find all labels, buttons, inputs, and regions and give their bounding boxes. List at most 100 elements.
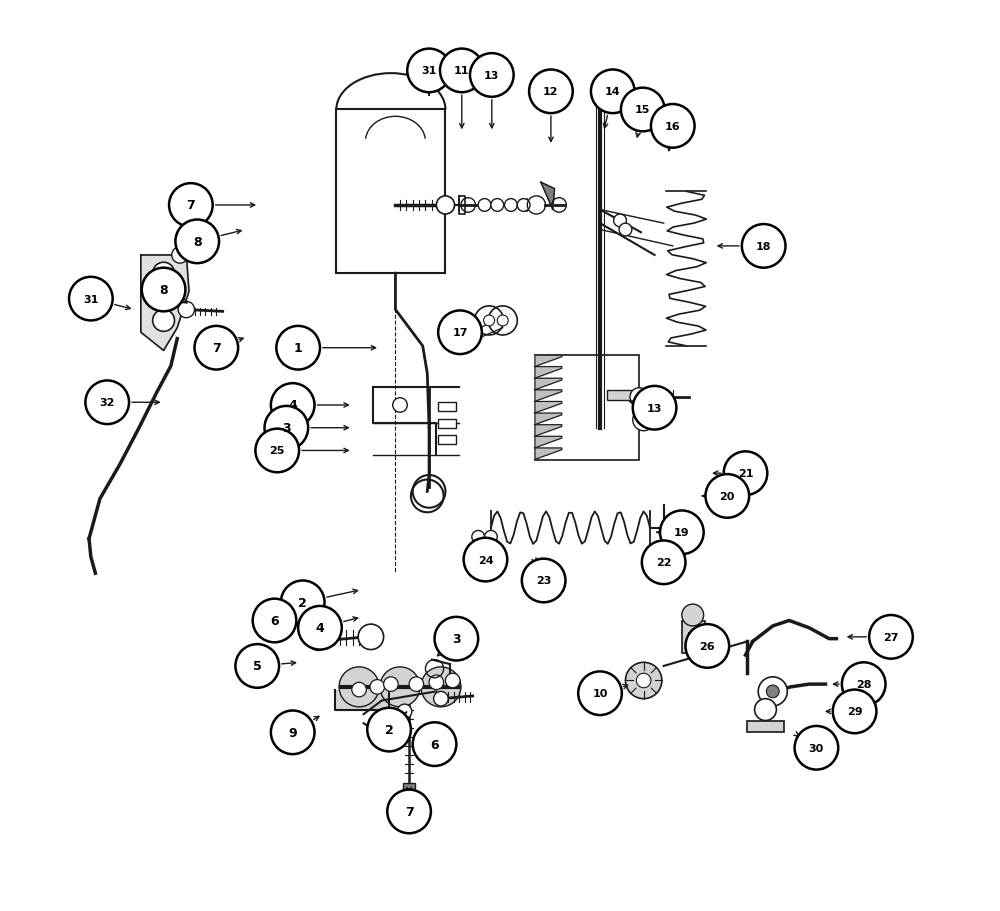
Text: 28: 28 [856,680,871,690]
Circle shape [175,220,219,264]
Text: 15: 15 [635,106,650,116]
Circle shape [235,644,279,688]
Circle shape [153,289,174,310]
Circle shape [642,541,685,585]
Circle shape [522,559,565,603]
Circle shape [352,682,366,697]
Polygon shape [541,183,555,210]
Circle shape [367,708,411,752]
Circle shape [178,302,195,318]
Circle shape [397,704,412,719]
Circle shape [253,599,296,642]
Polygon shape [141,256,189,351]
Text: 2: 2 [385,723,393,736]
Bar [535,355,639,460]
Circle shape [271,711,315,754]
Text: 7: 7 [212,342,221,354]
Text: 17: 17 [452,328,468,338]
Polygon shape [535,414,562,425]
Circle shape [478,200,491,212]
Text: 26: 26 [699,641,715,651]
Circle shape [255,429,299,473]
Circle shape [633,409,655,431]
Text: 25: 25 [270,446,285,456]
Circle shape [464,538,507,582]
Circle shape [591,70,635,114]
Text: 3: 3 [282,422,291,435]
Circle shape [869,615,913,659]
Text: 19: 19 [674,527,690,537]
Text: 6: 6 [270,614,279,628]
Text: 27: 27 [883,632,899,642]
Text: 30: 30 [809,743,824,753]
Circle shape [69,278,113,321]
Circle shape [470,54,514,97]
Circle shape [153,310,174,332]
Text: 13: 13 [647,404,662,414]
Circle shape [682,605,704,626]
Circle shape [421,667,461,707]
Polygon shape [535,367,562,379]
Text: 4: 4 [316,621,324,635]
Circle shape [621,88,665,132]
Circle shape [265,406,308,450]
Text: 5: 5 [253,660,262,672]
Text: 14: 14 [605,87,621,97]
Text: 22: 22 [656,558,671,568]
Text: 9: 9 [288,726,297,739]
Circle shape [742,225,785,269]
Circle shape [755,699,776,721]
Circle shape [633,386,676,430]
Text: 6: 6 [430,738,439,751]
Text: 13: 13 [484,71,500,81]
Circle shape [440,49,484,93]
Polygon shape [535,355,562,367]
Polygon shape [535,391,562,402]
Circle shape [172,248,188,264]
Circle shape [409,677,424,691]
Circle shape [413,722,456,766]
Polygon shape [535,425,562,437]
Circle shape [271,384,315,427]
Polygon shape [535,437,562,448]
Circle shape [491,200,504,212]
Bar [747,722,784,732]
Circle shape [529,70,573,114]
Circle shape [842,662,886,706]
Circle shape [436,197,455,215]
Bar [336,110,445,274]
Polygon shape [535,448,562,460]
Text: 7: 7 [405,805,413,818]
Text: 31: 31 [421,67,437,77]
Circle shape [651,105,695,148]
Bar [438,435,456,445]
Circle shape [795,726,838,770]
Bar [682,621,705,653]
Circle shape [619,224,632,237]
Circle shape [724,452,767,496]
Circle shape [497,315,508,326]
Text: 8: 8 [193,236,202,249]
Text: 4: 4 [288,399,297,412]
Circle shape [339,667,379,707]
Circle shape [636,673,651,688]
Text: 31: 31 [83,294,99,304]
Circle shape [429,675,444,690]
Circle shape [434,691,448,706]
Polygon shape [335,690,391,710]
Bar [438,419,456,428]
Circle shape [445,673,460,688]
Circle shape [153,263,174,285]
Bar [438,403,456,412]
Text: 32: 32 [100,398,115,408]
Circle shape [281,581,325,624]
Text: 7: 7 [186,200,195,212]
Circle shape [766,685,779,698]
Text: 8: 8 [159,283,168,297]
Circle shape [85,381,129,425]
Circle shape [660,511,704,555]
Circle shape [276,326,320,370]
Circle shape [833,690,876,733]
Text: 16: 16 [665,122,681,132]
Text: 23: 23 [536,576,551,586]
